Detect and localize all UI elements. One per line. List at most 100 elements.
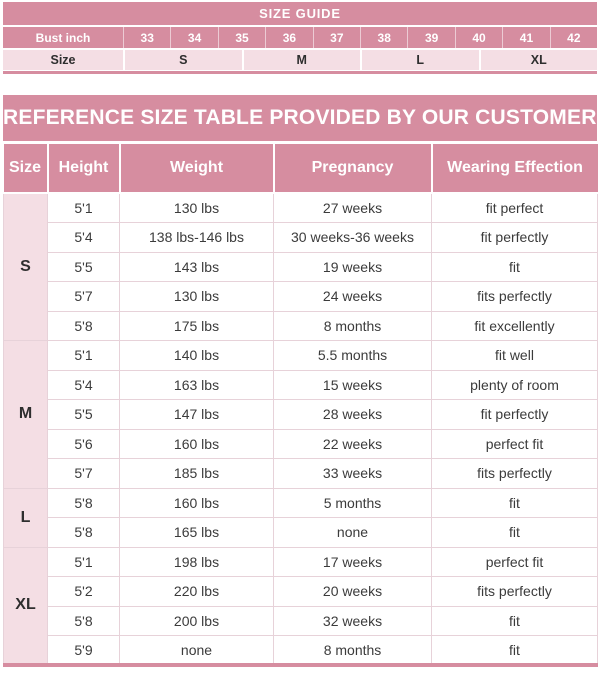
size-value: XL — [478, 50, 598, 70]
weight-cell: 175 lbs — [119, 310, 274, 341]
weight-cell: 140 lbs — [119, 340, 274, 371]
size-group-cell: S — [3, 192, 48, 341]
table-row: 5'8 200 lbs 32 weeks fit — [4, 605, 598, 636]
wearing-effection-cell: fit — [431, 635, 598, 666]
weight-cell: 147 lbs — [119, 399, 274, 430]
size-group-cell: L — [3, 487, 48, 548]
table-row: 5'4 163 lbs 15 weeks plenty of room — [4, 369, 598, 400]
height-cell: 5'8 — [47, 310, 120, 341]
height-cell: 5'5 — [47, 251, 120, 282]
wearing-effection-cell: fit excellently — [431, 310, 598, 341]
pregnancy-cell: none — [273, 517, 432, 548]
weight-cell: 138 lbs-146 lbs — [119, 222, 274, 253]
size-guide-title: SIZE GUIDE — [3, 2, 597, 25]
table-row: S 5'1 130 lbs 27 weeks fit perfect — [3, 192, 598, 341]
bust-value: 40 — [454, 27, 502, 48]
height-cell: 5'8 — [47, 605, 120, 636]
height-cell: 5'4 — [47, 222, 120, 253]
bust-value: 41 — [502, 27, 549, 48]
pregnancy-cell: 27 weeks — [273, 192, 432, 223]
weight-cell: 160 lbs — [119, 428, 274, 459]
bust-value: 39 — [407, 27, 454, 48]
table-row: 5'8 175 lbs 8 months fit excellently — [4, 310, 598, 341]
reference-size-table: REFERENCE SIZE TABLE PROVIDED BY OUR CUS… — [3, 95, 600, 667]
wearing-effection-cell: perfect fit — [431, 428, 598, 459]
wearing-effection-cell: fits perfectly — [431, 458, 598, 489]
height-cell: 5'7 — [47, 281, 120, 312]
bust-value: 36 — [265, 27, 312, 48]
bust-value: 37 — [312, 27, 360, 48]
wearing-effection-cell: fit perfectly — [431, 222, 598, 253]
weight-cell: 198 lbs — [119, 546, 274, 577]
pregnancy-cell: 5 months — [273, 487, 432, 518]
bust-value: 38 — [360, 27, 407, 48]
bust-inch-label: Bust inch — [35, 30, 91, 45]
bust-value: 33 — [123, 27, 170, 48]
height-cell: 5'7 — [47, 458, 120, 489]
size-value: S — [123, 50, 242, 70]
size-group-cell: M — [3, 340, 48, 489]
col-header-pregnancy: Pregnancy — [272, 144, 432, 194]
reference-table-title: REFERENCE SIZE TABLE PROVIDED BY OUR CUS… — [3, 95, 600, 141]
height-cell: 5'9 — [47, 635, 120, 666]
weight-cell: 163 lbs — [119, 369, 274, 400]
wearing-effection-cell: fit — [431, 251, 598, 282]
height-cell: 5'8 — [47, 487, 120, 518]
wearing-effection-cell: fit — [431, 605, 598, 636]
col-header-weight: Weight — [118, 144, 274, 194]
weight-cell: 160 lbs — [119, 487, 274, 518]
height-cell: 5'1 — [47, 340, 120, 371]
size-value: M — [241, 50, 361, 70]
table-row: XL 5'1 198 lbs 17 weeks perfect fit — [3, 546, 598, 666]
height-cell: 5'1 — [47, 546, 120, 577]
table-row: 5'6 160 lbs 22 weeks perfect fit — [4, 428, 598, 459]
col-header-height: Height — [46, 144, 120, 194]
pregnancy-cell: 8 months — [273, 310, 432, 341]
height-cell: 5'5 — [47, 399, 120, 430]
size-row-label: Size — [50, 53, 76, 67]
pregnancy-cell: 30 weeks-36 weeks — [273, 222, 432, 253]
wearing-effection-cell: perfect fit — [431, 546, 598, 577]
wearing-effection-cell: fit well — [431, 340, 598, 371]
bust-value: 42 — [549, 27, 597, 48]
bust-inch-row: Bust inch 33 34 35 36 37 38 39 40 41 42 — [3, 27, 597, 48]
weight-cell: 143 lbs — [119, 251, 274, 282]
reference-table-grid: Size Height Weight Pregnancy Wearing Eff… — [3, 144, 598, 667]
weight-cell: 185 lbs — [119, 458, 274, 489]
pregnancy-cell: 19 weeks — [273, 251, 432, 282]
pregnancy-cell: 15 weeks — [273, 369, 432, 400]
col-header-size: Size — [3, 144, 48, 194]
weight-cell: none — [119, 635, 274, 666]
weight-cell: 130 lbs — [119, 192, 274, 223]
size-value: L — [360, 50, 479, 70]
height-cell: 5'6 — [47, 428, 120, 459]
table-row: 5'7 130 lbs 24 weeks fits perfectly — [4, 281, 598, 312]
pregnancy-cell: 17 weeks — [273, 546, 432, 577]
pregnancy-cell: 20 weeks — [273, 576, 432, 607]
table-row: 5'8 165 lbs none fit — [4, 517, 598, 548]
table-row: 5'5 143 lbs 19 weeks fit — [4, 251, 598, 282]
bust-value: 34 — [170, 27, 217, 48]
table-row: 5'2 220 lbs 20 weeks fits perfectly — [4, 576, 598, 607]
table-row: 5'5 147 lbs 28 weeks fit perfectly — [4, 399, 598, 430]
wearing-effection-cell: fit perfectly — [431, 399, 598, 430]
wearing-effection-cell: fits perfectly — [431, 576, 598, 607]
table-row: 5'7 185 lbs 33 weeks fits perfectly — [4, 458, 598, 489]
weight-cell: 130 lbs — [119, 281, 274, 312]
wearing-effection-cell: fit perfect — [431, 192, 598, 223]
height-cell: 5'4 — [47, 369, 120, 400]
col-header-wearing-effection: Wearing Effection — [430, 144, 598, 194]
weight-cell: 220 lbs — [119, 576, 274, 607]
wearing-effection-cell: fits perfectly — [431, 281, 598, 312]
pregnancy-cell: 24 weeks — [273, 281, 432, 312]
weight-cell: 200 lbs — [119, 605, 274, 636]
table-row: M 5'1 140 lbs 5.5 months fit well — [3, 340, 598, 489]
size-group-cell: XL — [3, 546, 48, 666]
wearing-effection-cell: fit — [431, 517, 598, 548]
table-row: 5'9 none 8 months fit — [4, 635, 598, 666]
pregnancy-cell: 8 months — [273, 635, 432, 666]
wearing-effection-cell: fit — [431, 487, 598, 518]
wearing-effection-cell: plenty of room — [431, 369, 598, 400]
size-row: Size S M L XL — [3, 50, 597, 70]
height-cell: 5'1 — [47, 192, 120, 223]
